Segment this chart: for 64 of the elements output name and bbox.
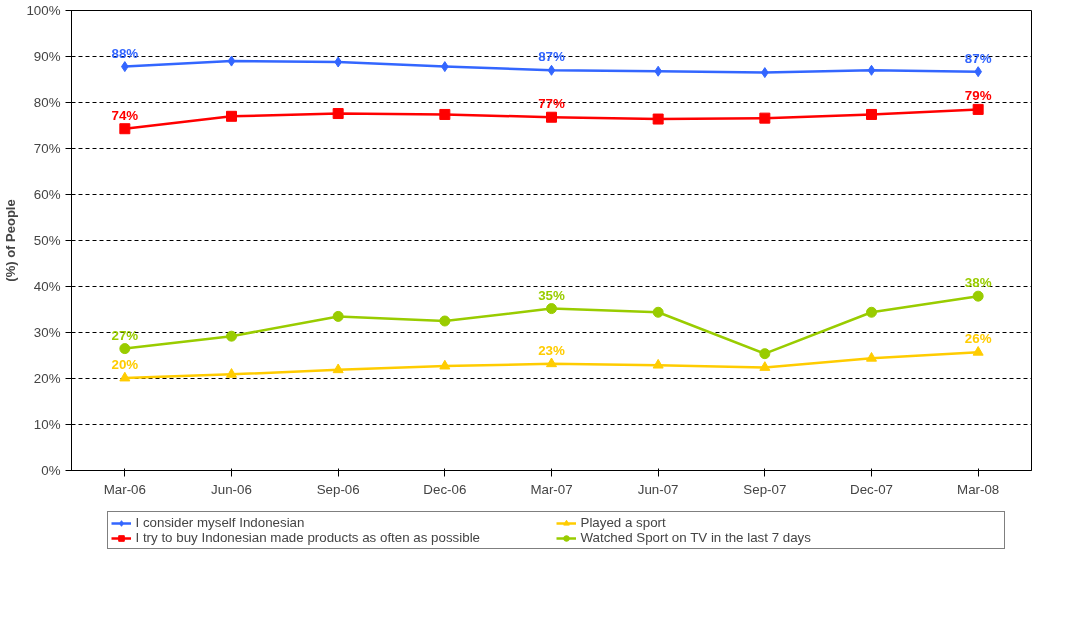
legend-label: Watched Sport on TV in the last 7 days	[580, 530, 812, 545]
point	[332, 363, 344, 374]
x-tick-label: Jun-06	[211, 481, 252, 497]
point	[226, 368, 237, 378]
point	[332, 108, 344, 120]
data-label: 27%	[111, 327, 139, 343]
y-tick-label: 0%	[41, 463, 61, 478]
point	[972, 290, 984, 302]
y-tick-label: 20%	[33, 371, 61, 386]
x-tick-label: Dec-06	[423, 481, 467, 497]
point	[332, 310, 344, 322]
point	[546, 357, 557, 368]
y-tick-label: 10%	[33, 417, 61, 432]
point	[119, 371, 131, 382]
point	[652, 113, 664, 125]
y-tick-label: 50%	[33, 233, 61, 248]
legend-label: Played a sport	[580, 515, 667, 530]
y-tick-label: 40%	[33, 279, 61, 294]
point	[546, 111, 557, 123]
point	[866, 108, 877, 120]
point	[119, 343, 131, 355]
point	[439, 359, 451, 370]
data-label: 79%	[964, 88, 992, 104]
point	[119, 123, 131, 135]
y-axis-title: (%) of People	[3, 199, 19, 282]
point	[439, 315, 451, 327]
point	[546, 303, 557, 315]
y-tick-label: 60%	[33, 187, 61, 202]
x-tick-label: Sep-06	[316, 481, 360, 497]
data-label: 77%	[538, 96, 565, 112]
data-label: 35%	[538, 287, 565, 303]
point	[866, 351, 877, 362]
point	[227, 55, 236, 67]
point	[652, 306, 664, 318]
point	[547, 64, 556, 76]
point	[226, 330, 237, 342]
data-label: 26%	[964, 331, 992, 347]
point	[652, 358, 664, 369]
point	[972, 103, 984, 115]
y-tick-label: 30%	[33, 325, 61, 340]
data-label: 38%	[964, 275, 992, 291]
data-label: 23%	[538, 342, 565, 358]
x-tick-label: Sep-07	[743, 481, 787, 497]
data-label: 20%	[111, 357, 139, 373]
y-tick-label: 70%	[33, 141, 61, 156]
y-tick-label: 80%	[33, 95, 61, 110]
point	[972, 346, 984, 356]
point	[866, 306, 877, 318]
point	[226, 110, 237, 122]
point	[759, 348, 771, 360]
y-tick-label: 90%	[33, 49, 61, 64]
x-tick-label: Mar-07	[530, 481, 573, 497]
legend-label: I consider myself Indonesian	[135, 515, 306, 530]
legend-label: I try to buy Indonesian made products as often as possible	[135, 530, 481, 545]
point	[867, 64, 876, 76]
x-tick-label: Dec-07	[850, 481, 893, 497]
point	[759, 361, 771, 371]
point	[439, 108, 451, 120]
x-tick-label: Mar-08	[957, 481, 1000, 497]
point	[759, 112, 771, 124]
x-tick-label: Jun-07	[637, 481, 679, 497]
y-tick-label: 100%	[26, 3, 61, 18]
x-tick-label: Mar-06	[103, 481, 146, 497]
data-label: 74%	[111, 107, 139, 123]
